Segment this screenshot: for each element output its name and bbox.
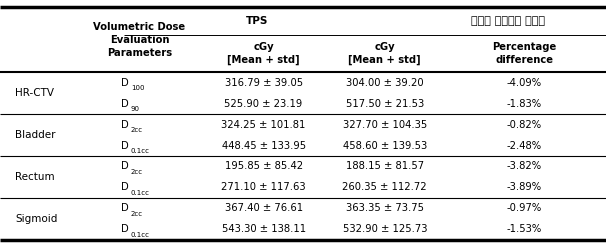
Text: Bladder: Bladder — [15, 130, 56, 140]
Text: 532.90 ± 125.73: 532.90 ± 125.73 — [342, 224, 427, 234]
Text: -1.53%: -1.53% — [507, 224, 542, 234]
Text: -3.89%: -3.89% — [507, 182, 542, 192]
Text: -4.09%: -4.09% — [507, 78, 542, 88]
Text: 0.1cc: 0.1cc — [131, 232, 150, 238]
Text: cGy
[Mean + std]: cGy [Mean + std] — [227, 42, 300, 65]
Text: 0.1cc: 0.1cc — [131, 148, 150, 154]
Text: Rectum: Rectum — [15, 172, 55, 182]
Text: 316.79 ± 39.05: 316.79 ± 39.05 — [225, 78, 302, 88]
Text: 543.30 ± 138.11: 543.30 ± 138.11 — [222, 224, 305, 234]
Text: 0.1cc: 0.1cc — [131, 190, 150, 196]
Text: 188.15 ± 81.57: 188.15 ± 81.57 — [346, 162, 424, 171]
Text: 367.40 ± 76.61: 367.40 ± 76.61 — [225, 203, 302, 213]
Text: -1.83%: -1.83% — [507, 99, 542, 109]
Text: 324.25 ± 101.81: 324.25 ± 101.81 — [221, 120, 306, 130]
Text: D: D — [121, 203, 128, 213]
Text: Percentage
difference: Percentage difference — [492, 42, 556, 65]
Text: 525.90 ± 23.19: 525.90 ± 23.19 — [224, 99, 303, 109]
Text: 독립적 선량계산 시스템: 독립적 선량계산 시스템 — [470, 16, 545, 26]
Text: -0.97%: -0.97% — [507, 203, 542, 213]
Text: 304.00 ± 39.20: 304.00 ± 39.20 — [346, 78, 424, 88]
Text: 448.45 ± 133.95: 448.45 ± 133.95 — [222, 141, 305, 151]
Text: D: D — [121, 78, 128, 88]
Text: D: D — [121, 120, 128, 130]
Text: D: D — [121, 224, 128, 234]
Text: 195.85 ± 85.42: 195.85 ± 85.42 — [225, 162, 302, 171]
Text: 100: 100 — [131, 85, 144, 91]
Text: D: D — [121, 99, 128, 109]
Text: D: D — [121, 162, 128, 171]
Text: 271.10 ± 117.63: 271.10 ± 117.63 — [221, 182, 306, 192]
Text: -3.82%: -3.82% — [507, 162, 542, 171]
Text: Sigmoid: Sigmoid — [15, 214, 58, 224]
Text: D: D — [121, 141, 128, 151]
Text: 458.60 ± 139.53: 458.60 ± 139.53 — [342, 141, 427, 151]
Text: 327.70 ± 104.35: 327.70 ± 104.35 — [342, 120, 427, 130]
Text: 260.35 ± 112.72: 260.35 ± 112.72 — [342, 182, 427, 192]
Text: 2cc: 2cc — [131, 211, 143, 217]
Text: HR-CTV: HR-CTV — [15, 88, 54, 98]
Text: -2.48%: -2.48% — [507, 141, 542, 151]
Text: 2cc: 2cc — [131, 169, 143, 175]
Text: 2cc: 2cc — [131, 127, 143, 133]
Text: Volumetric Dose
Evaluation
Parameters: Volumetric Dose Evaluation Parameters — [93, 22, 185, 58]
Text: D: D — [121, 182, 128, 192]
Text: 363.35 ± 73.75: 363.35 ± 73.75 — [346, 203, 424, 213]
Text: 90: 90 — [131, 106, 140, 112]
Text: cGy
[Mean + std]: cGy [Mean + std] — [348, 42, 421, 65]
Text: TPS: TPS — [247, 16, 268, 26]
Text: -0.82%: -0.82% — [507, 120, 542, 130]
Text: 517.50 ± 21.53: 517.50 ± 21.53 — [345, 99, 424, 109]
